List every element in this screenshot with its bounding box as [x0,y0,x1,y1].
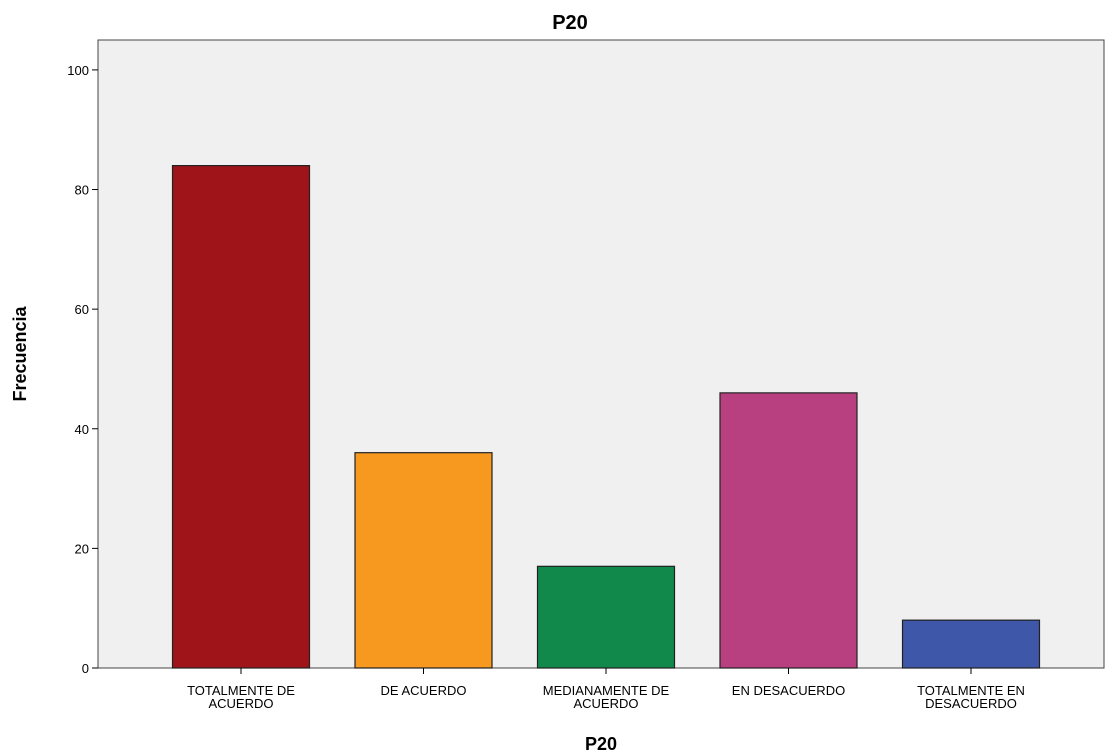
bar [901,619,1041,669]
x-tick-label: DE ACUERDO [381,683,467,698]
x-tick-label-line: TOTALMENTE DE [187,683,295,698]
x-tick-label-line: ACUERDO [573,696,638,711]
x-tick-label: MEDIANAMENTE DE ACUERDO [543,683,670,711]
y-tick-label: 40 [75,422,89,437]
x-tick-label: TOTALMENTE DE ACUERDO [187,683,295,711]
x-tick-label: TOTALMENTE EN DESACUERDO [917,683,1025,711]
x-tick-label-line: DE ACUERDO [381,683,467,698]
y-tick-label: 60 [75,302,89,317]
y-axis-title: Frecuencia [10,305,30,401]
x-tick-label-line: MEDIANAMENTE DE [543,683,670,698]
x-tick-label: EN DESACUERDO [732,683,845,698]
bar [354,452,493,669]
y-tick-label: 20 [75,541,89,556]
bar [171,165,311,669]
chart-title: P20 [552,12,588,34]
x-tick-label-line: DESACUERDO [925,696,1017,711]
y-tick-label: 80 [75,183,89,198]
x-tick-label-line: EN DESACUERDO [732,683,845,698]
bar [536,565,676,669]
y-tick-label: 100 [67,63,89,78]
bars [171,165,1041,669]
y-tick-label: 0 [82,661,89,676]
y-axis: 0 20 40 60 80 100 [67,63,98,676]
bar [719,392,858,669]
x-axis-title: P20 [585,734,617,754]
x-tick-label-line: TOTALMENTE EN [917,683,1025,698]
x-tick-label-line: ACUERDO [208,696,273,711]
